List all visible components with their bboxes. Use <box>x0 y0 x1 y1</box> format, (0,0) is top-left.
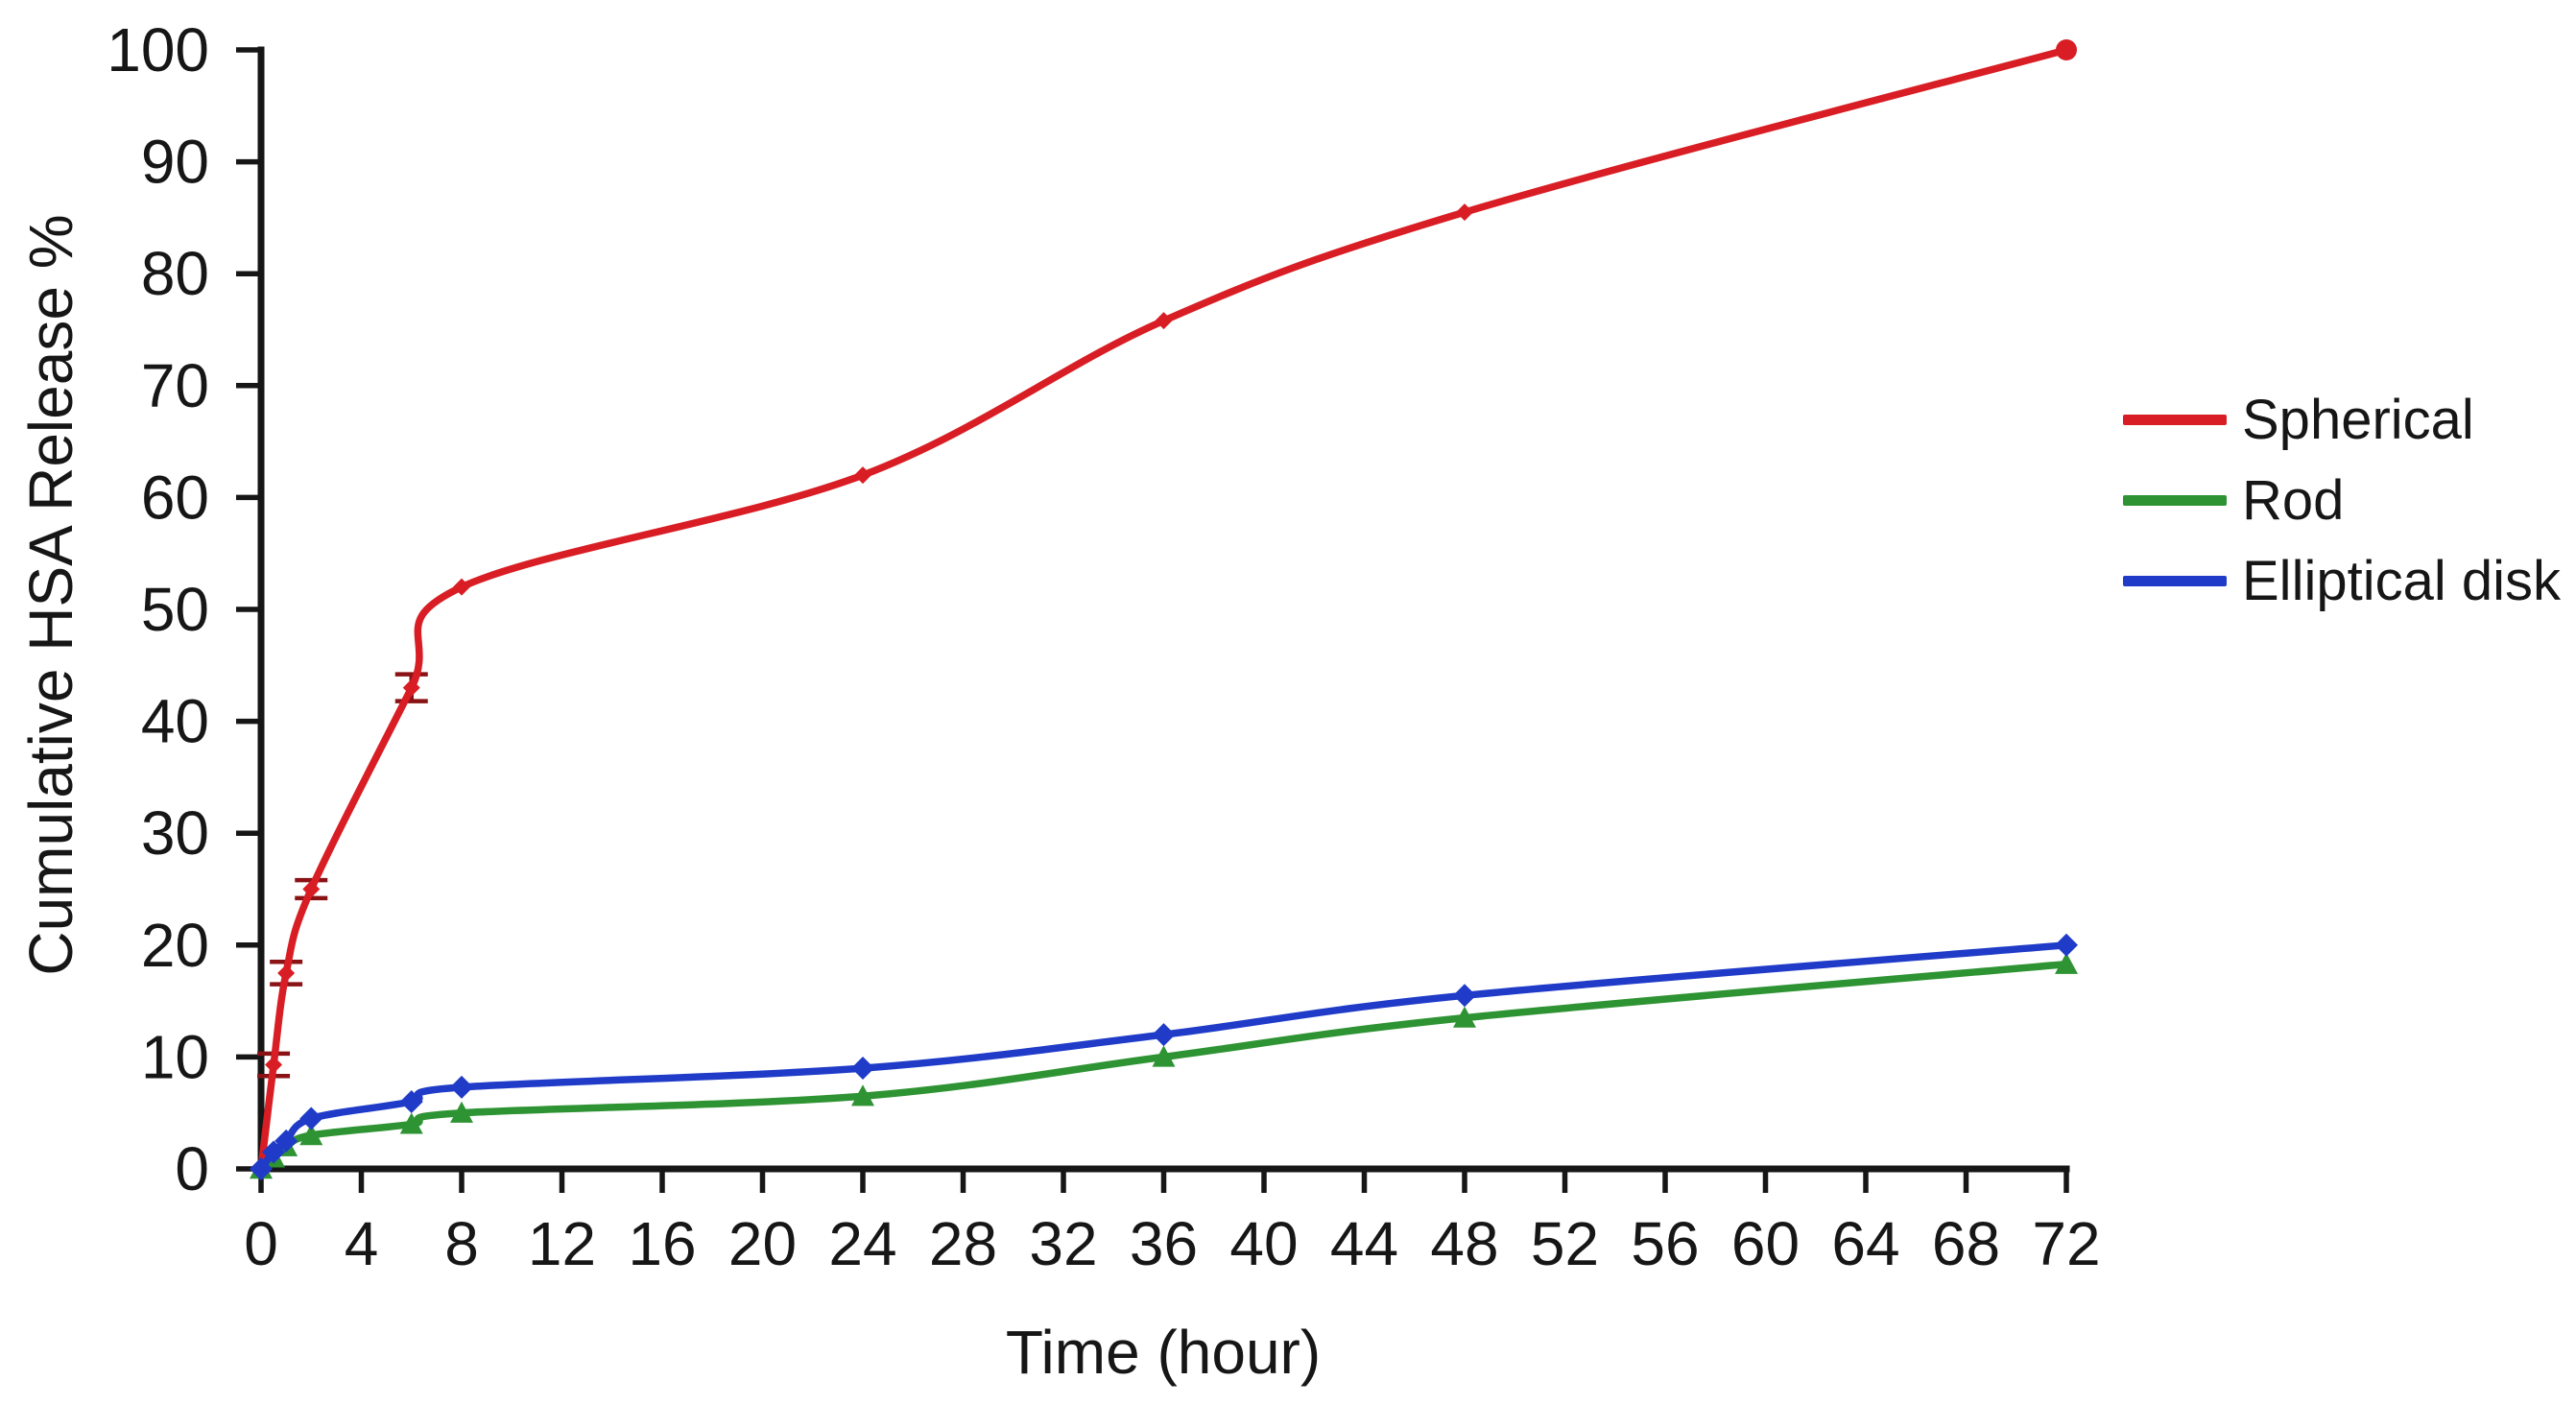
y-tick-label: 80 <box>141 239 209 308</box>
data-point-marker <box>399 1090 423 1114</box>
x-tick-label: 52 <box>1531 1209 1599 1278</box>
data-point-marker <box>1152 1023 1176 1047</box>
data-point-marker <box>450 1101 473 1123</box>
y-tick-label: 40 <box>141 687 209 756</box>
x-tick-label: 36 <box>1130 1209 1198 1278</box>
data-point-marker <box>1152 1045 1176 1067</box>
x-tick-label: 12 <box>528 1209 596 1278</box>
data-point-marker <box>262 1140 286 1164</box>
y-tick-label: 50 <box>141 575 209 644</box>
series-spherical <box>252 39 2077 1178</box>
y-tick-label: 10 <box>141 1022 209 1091</box>
series-elliptical-disk-markers <box>250 933 2078 1180</box>
y-tick-label: 70 <box>141 351 209 420</box>
data-point-marker <box>274 1129 298 1153</box>
data-point-marker <box>453 578 470 596</box>
x-tick-label: 64 <box>1831 1209 1899 1278</box>
y-axis-ticks: 0 10 20 30 40 50 60 70 80 90 100 <box>107 15 261 1203</box>
legend-item-elliptical-disk: Elliptical disk <box>2123 547 2561 614</box>
x-axis-title: Time (hour) <box>1005 1318 1322 1387</box>
x-tick-label: 28 <box>929 1209 997 1278</box>
x-tick-label: 60 <box>1731 1209 1800 1278</box>
data-point-marker <box>250 1157 273 1180</box>
data-point-marker <box>1155 312 1173 330</box>
legend-label-elliptical-disk: Elliptical disk <box>2242 549 2561 612</box>
data-point-marker <box>450 1075 473 1099</box>
x-tick-label: 32 <box>1029 1209 1097 1278</box>
series-spherical-markers <box>252 39 2077 1178</box>
data-point-marker <box>851 1057 874 1081</box>
data-point-marker <box>402 678 420 697</box>
legend-line-spherical-icon <box>2123 414 2227 425</box>
y-tick-label: 100 <box>107 15 209 84</box>
data-point-marker <box>299 1124 323 1146</box>
legend-label-rod: Rod <box>2242 468 2345 532</box>
y-tick-label: 60 <box>141 463 209 532</box>
data-point-marker <box>399 1112 423 1134</box>
data-point-marker <box>1453 1006 1476 1028</box>
legend-item-spherical: Spherical <box>2123 386 2561 453</box>
legend-line-elliptical-disk-icon <box>2123 575 2227 586</box>
x-tick-label: 72 <box>2032 1209 2100 1278</box>
x-axis-ticks: 0 4 8 12 16 20 24 28 32 36 40 44 48 52 56 60 64 68 72 <box>244 1169 2101 1278</box>
legend: Spherical Rod Elliptical disk <box>2123 386 2561 628</box>
data-point-marker <box>851 1084 874 1107</box>
x-tick-label: 40 <box>1229 1209 1298 1278</box>
y-tick-label: 0 <box>175 1134 209 1203</box>
series-spherical-line <box>257 46 2070 1173</box>
data-point-marker <box>2055 952 2078 974</box>
y-tick-label: 30 <box>141 798 209 868</box>
data-point-marker <box>299 1107 323 1130</box>
legend-item-rod: Rod <box>2123 466 2561 534</box>
data-point-marker <box>302 880 321 898</box>
data-point-marker <box>1453 984 1476 1008</box>
x-tick-label: 56 <box>1631 1209 1699 1278</box>
series-elliptical-disk <box>250 933 2078 1180</box>
series-rod <box>250 952 2078 1179</box>
x-tick-label: 20 <box>728 1209 797 1278</box>
x-tick-label: 8 <box>444 1209 479 1278</box>
y-axis-title: Cumulative HSA Release % <box>16 214 85 976</box>
data-point-marker <box>1456 203 1473 222</box>
legend-line-rod-icon <box>2123 494 2227 506</box>
y-tick-label: 20 <box>141 911 209 980</box>
x-tick-label: 0 <box>244 1209 278 1278</box>
series-elliptical-disk-line <box>257 941 2070 1173</box>
data-point-marker <box>2056 39 2077 60</box>
data-point-marker <box>265 1056 283 1074</box>
x-tick-label: 24 <box>828 1209 896 1278</box>
axes <box>257 46 2070 1173</box>
legend-label-spherical: Spherical <box>2242 388 2474 451</box>
y-tick-label: 90 <box>141 128 209 197</box>
x-tick-label: 48 <box>1430 1209 1498 1278</box>
x-tick-label: 68 <box>1932 1209 2000 1278</box>
x-tick-label: 16 <box>628 1209 696 1278</box>
data-point-marker <box>2055 933 2078 957</box>
data-point-marker <box>854 466 871 485</box>
data-point-marker <box>277 964 296 982</box>
x-tick-label: 44 <box>1330 1209 1398 1278</box>
x-tick-label: 4 <box>345 1209 379 1278</box>
